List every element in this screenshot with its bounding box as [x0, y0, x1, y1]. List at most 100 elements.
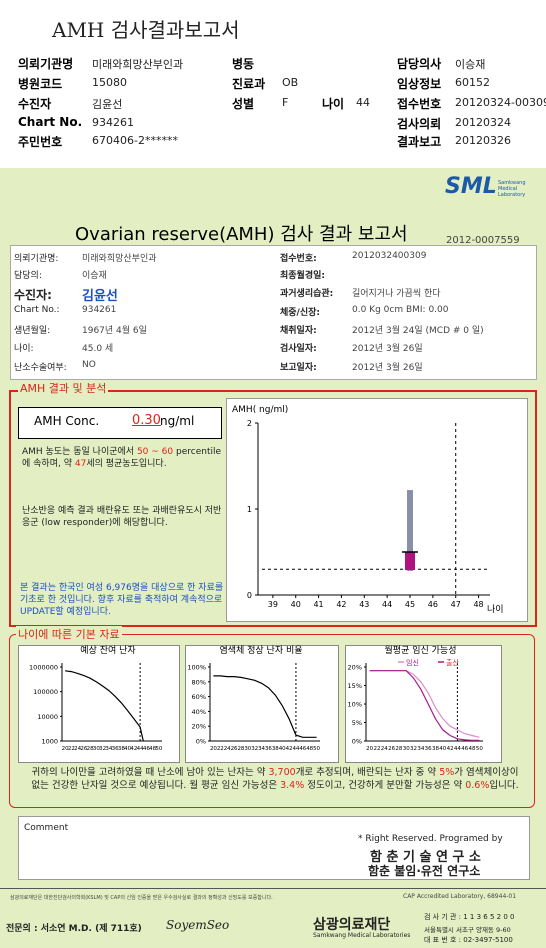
x-tick-label: 32 — [251, 746, 258, 752]
field-label: 의뢰기관명 — [18, 57, 74, 71]
field-value: F — [282, 96, 289, 109]
y-tick-label: 0 — [247, 591, 252, 600]
field-value: 김윤선 — [92, 98, 123, 111]
line — [369, 670, 480, 741]
line — [369, 670, 480, 738]
field-value: OB — [282, 76, 299, 89]
y-tick-label: 20% — [348, 664, 362, 672]
field-label: Chart No. — [18, 115, 83, 129]
field-label: 수진자 — [18, 97, 52, 111]
patient-value: NO — [82, 360, 96, 370]
y-tick-label: 60% — [192, 693, 206, 701]
patient-value: 김윤선 — [82, 289, 118, 304]
x-tick-label: 40 — [279, 746, 286, 752]
y-tick-label: 10000 — [37, 713, 58, 721]
lab-name: 함춘 불임·유전 연구소 — [368, 864, 481, 878]
x-tick-label: 20 — [210, 746, 217, 752]
patient-label: 난소수술여부: — [14, 363, 67, 373]
whisker — [407, 490, 413, 571]
y-tick-label: 20% — [192, 723, 206, 731]
x-tick-label: 39 — [268, 600, 278, 609]
patient-box — [10, 245, 537, 380]
x-tick-label: 46 — [461, 746, 468, 752]
comment-label: Comment — [24, 823, 69, 833]
patient-value: 이승재 — [82, 271, 107, 281]
report-title: Ovarian reserve(AMH) 검사 결과 보고서 — [75, 224, 408, 245]
x-tick-label: 32 — [99, 746, 106, 752]
x-tick-label: 38 — [272, 746, 279, 752]
highlight: 5% — [439, 767, 455, 778]
y-tick-label: 0% — [196, 738, 206, 746]
patient-label: Chart No.: — [14, 305, 60, 315]
chart-title: 예상 잔여 난자 — [80, 644, 136, 656]
text: percentile에 속하며, 약 — [22, 447, 222, 469]
x-tick-label: 44 — [382, 600, 392, 609]
x-tick-label: 42 — [336, 600, 346, 609]
patient-label: 보고일자: — [280, 363, 317, 373]
x-tick-label: 41 — [313, 600, 323, 609]
chart-frame — [185, 645, 339, 763]
rights: * Right Reserved. Programed by — [358, 834, 503, 844]
section-title: AMH 결과 및 분석 — [18, 380, 109, 396]
x-tick-label: 44 — [137, 746, 144, 752]
y-tick-label: 100% — [187, 664, 206, 672]
amh-note: 본 결과는 한국인 여성 6,976명을 대상으로 한 자료를 기초로 한 것입… — [20, 583, 224, 617]
highlight: 3,700 — [268, 767, 296, 778]
field-value: 미래와희망산부인과 — [92, 58, 184, 71]
field-value: 934261 — [92, 116, 134, 129]
conc-unit: ng/ml — [160, 414, 195, 428]
x-tick-label: 26 — [80, 746, 87, 752]
x-tick-label: 50 — [476, 746, 483, 752]
amh-box — [9, 390, 537, 627]
field-label: 담당의사 — [397, 57, 442, 71]
x-tick-label: 50 — [155, 746, 162, 752]
text: 귀하의 나이만을 고려하였을 때 난소에 남아 있는 난자는 약 — [31, 767, 269, 778]
cap: CAP Accredited Laboratory, 68944-01 — [403, 893, 517, 900]
conc-box — [18, 407, 222, 439]
x-tick-label: 26 — [231, 746, 238, 752]
x-tick-label: 48 — [473, 600, 483, 609]
comment-box — [18, 816, 530, 880]
line — [65, 670, 144, 742]
x-tick-label: 22 — [68, 746, 75, 752]
amh-paragraph: AMH 농도는 동일 나이군에서 50 ~ 60 percentile에 속하며… — [22, 446, 222, 470]
x-tick-label: 48 — [306, 746, 313, 752]
doctor: 전문의 : 서소연 M.D. (제 711호) — [6, 924, 142, 934]
footer-rule — [0, 888, 546, 889]
legend-label: 임신 — [406, 658, 419, 667]
patient-label: 의뢰기관명: — [14, 254, 59, 264]
conc-label: AMH Conc. — [34, 414, 100, 428]
patient-label: 생년월일: — [14, 326, 51, 336]
x-tick-label: 34 — [417, 746, 424, 752]
signature: SoyemSeo — [166, 918, 230, 932]
field-label: 병원코드 — [18, 77, 63, 91]
field-label: 주민번호 — [18, 135, 63, 149]
logo: SML — [445, 174, 497, 199]
x-tick-label: 40 — [124, 746, 131, 752]
highlight: 50 ~ 60 — [136, 447, 174, 457]
x-tick-label: 20 — [62, 746, 69, 752]
field-value: 60152 — [455, 76, 490, 89]
patient-value: 길어지거나 가끔씩 한다 — [352, 289, 441, 299]
report-no: 2012-0007559 — [446, 235, 520, 246]
field-label: 결과보고 — [397, 135, 442, 149]
x-tick-label: 22 — [217, 746, 224, 752]
lab-name: 함 춘 기 술 연 구 소 — [370, 850, 481, 865]
x-tick-label: 26 — [388, 746, 395, 752]
y-tick-label: 0% — [352, 738, 362, 746]
field-value: 20120324-00309 — [455, 96, 546, 109]
patient-label: 접수번호: — [280, 254, 317, 264]
org: 삼광의료재단 — [313, 917, 391, 933]
x-tick-label: 34 — [105, 746, 112, 752]
y-tick-label: 1000 — [41, 738, 58, 746]
field-label: 접수번호 — [397, 97, 442, 111]
line — [213, 675, 317, 738]
patient-label: 채취일자: — [280, 326, 317, 336]
x-tick-label: 30 — [93, 746, 100, 752]
x-tick-label: 36 — [112, 746, 119, 752]
text: 가 염색체이상이 없는 건강한 난자일 것으로 예상됩니다. 월 평균 임신 가… — [31, 767, 519, 791]
field-value: 15080 — [92, 76, 127, 89]
chart-title: 월평균 임신 가능성 — [385, 644, 457, 656]
x-tick-label: 28 — [87, 746, 94, 752]
